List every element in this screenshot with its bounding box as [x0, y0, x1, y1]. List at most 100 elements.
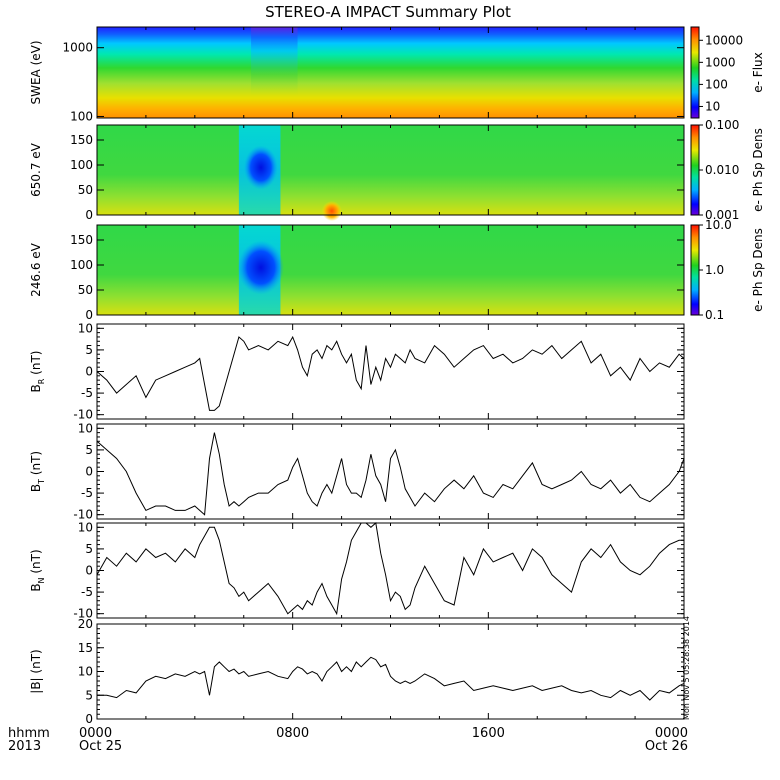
y-tick-label: 5 — [85, 688, 93, 702]
x-tick-label: 0000 — [655, 726, 688, 741]
pad-blob — [243, 145, 278, 190]
y-axis-label: |B| (nT) — [29, 649, 43, 693]
y-axis-label-main: B — [29, 484, 43, 492]
y-tick-label: 0 — [85, 365, 93, 379]
y-tick-label: -10 — [73, 408, 93, 422]
y-tick-label: -10 — [73, 607, 93, 621]
panel-frame — [96, 623, 685, 720]
y-axis-label: 246.6 eV — [29, 242, 43, 297]
y-axis-label-main: |B| — [29, 677, 43, 693]
y-tick-label: 10 — [78, 665, 93, 679]
panel-5: -10 -5 0 5 10 BN (nT) — [29, 520, 685, 621]
y-axis-label-main: B — [29, 583, 43, 591]
panel-2: 0.1 1.0 10.0 e- Ph Sp Dens 0 50 100 150 246.6 eV — [29, 218, 765, 322]
colorbar — [690, 26, 700, 119]
y-tick-label: 5 — [85, 542, 93, 556]
x-tick-label: 1600 — [472, 726, 505, 741]
y-axis-label: 650.7 eV — [29, 142, 43, 197]
colorbar-label: e- Flux — [751, 52, 765, 92]
y-axis-label: BT (nT) — [29, 451, 46, 492]
panel-3: -10 -5 0 5 10 BR (nT) — [29, 321, 685, 422]
y-tick-label: 10 — [78, 520, 93, 534]
spectrogram-fill — [97, 27, 684, 118]
panel-frame — [96, 423, 685, 520]
y-tick-label: 150 — [70, 133, 93, 147]
panel-4: -10 -5 0 5 10 BT (nT) — [29, 421, 685, 522]
y-tick-label: 10 — [78, 421, 93, 435]
y-axis-label-unit: (nT) — [29, 451, 43, 479]
series-line — [97, 656, 685, 701]
panel-frame — [96, 522, 685, 619]
panel-frame — [96, 323, 685, 420]
y-axis-label-main: 650.7 eV — [29, 142, 43, 197]
y-tick-label: 50 — [78, 283, 93, 297]
series-line — [96, 335, 685, 411]
y-tick-label: 0 — [85, 308, 93, 322]
colorbar-tick-label: 0.100 — [705, 118, 739, 132]
pad-hotspot — [321, 201, 342, 221]
y-axis-label-subscript: R — [37, 378, 46, 384]
y-axis-label-main: SWEA (eV) — [29, 40, 43, 104]
pad-blob — [237, 240, 284, 295]
y-tick-label: 50 — [78, 183, 93, 197]
y-tick-label: 5 — [85, 443, 93, 457]
colorbar — [690, 224, 700, 316]
y-axis-label: BN (nT) — [29, 549, 46, 591]
y-axis-label-unit: (nT) — [29, 549, 43, 577]
y-tick-label: 100 — [70, 109, 93, 123]
colorbar-label: e- Ph Sp Dens — [751, 228, 765, 312]
y-tick-label: 0 — [85, 712, 93, 726]
y-tick-label: 0 — [85, 564, 93, 578]
colorbar-label: e- Ph Sp Dens — [751, 128, 765, 212]
series-line — [96, 522, 684, 616]
y-tick-label: -5 — [81, 386, 93, 400]
y-tick-label: -5 — [81, 486, 93, 500]
colorbar-tick-label: 10.0 — [705, 218, 732, 232]
x-tick-label: 0000 — [79, 726, 112, 741]
time-corner-label: 2013 — [8, 739, 41, 754]
panel-1: 0.001 0.010 0.100 e- Ph Sp Dens 0 50 100 150 650… — [29, 118, 765, 222]
colorbar-tick-label: 0.001 — [705, 208, 739, 222]
colorbar-tick-label: 10000 — [705, 33, 743, 47]
y-tick-label: 1000 — [62, 41, 93, 55]
x-tick-label: 0800 — [276, 726, 309, 741]
y-tick-label: -5 — [81, 585, 93, 599]
colorbar-tick-label: 1000 — [705, 55, 736, 69]
y-tick-label: 10 — [78, 321, 93, 335]
colorbar-tick-label: 10 — [705, 99, 720, 113]
colorbar-tick-label: 0.1 — [705, 308, 724, 322]
y-axis-label-main: 246.6 eV — [29, 242, 43, 297]
colorbar-tick-label: 0.010 — [705, 163, 739, 177]
y-axis-label-main: B — [29, 384, 43, 392]
y-tick-label: -10 — [73, 508, 93, 522]
panel-0: 10 100 1000 10000 e- Flux 100 1000 SWEA (eV) — [29, 26, 765, 123]
y-tick-label: 100 — [70, 158, 93, 172]
pad-fill — [97, 225, 684, 315]
y-tick-label: 100 — [70, 258, 93, 272]
plot-title: STEREO-A IMPACT Summary Plot — [265, 3, 511, 21]
colorbar — [690, 124, 700, 216]
y-tick-label: 5 — [85, 343, 93, 357]
y-tick-label: 150 — [70, 233, 93, 247]
y-tick-label: 0 — [85, 465, 93, 479]
colorbar-tick-label: 100 — [705, 77, 728, 91]
spectrogram-dropout — [251, 27, 298, 96]
series-line — [96, 432, 685, 516]
colorbar-tick-label: 1.0 — [705, 263, 724, 277]
y-axis-label-subscript: T — [37, 479, 46, 485]
y-axis-label: BR (nT) — [29, 351, 46, 393]
panel-6: 0 5 10 15 20 |B| (nT) — [29, 617, 685, 726]
pad-fill — [97, 125, 684, 215]
x-date-label: Oct 26 — [645, 739, 688, 754]
timestamp-label: Mon Nov 5 05:28:38 2014 — [682, 616, 691, 720]
y-axis-label-unit: (nT) — [29, 351, 43, 379]
y-axis-label-unit: (nT) — [29, 649, 43, 677]
y-tick-label: 15 — [78, 641, 93, 655]
time-corner-label: hhmm — [8, 726, 50, 741]
y-axis-label: SWEA (eV) — [29, 40, 43, 104]
y-axis-label-subscript: N — [37, 577, 46, 583]
y-tick-label: 20 — [78, 617, 93, 631]
x-date-label: Oct 25 — [79, 739, 122, 754]
y-tick-label: 0 — [85, 208, 93, 222]
